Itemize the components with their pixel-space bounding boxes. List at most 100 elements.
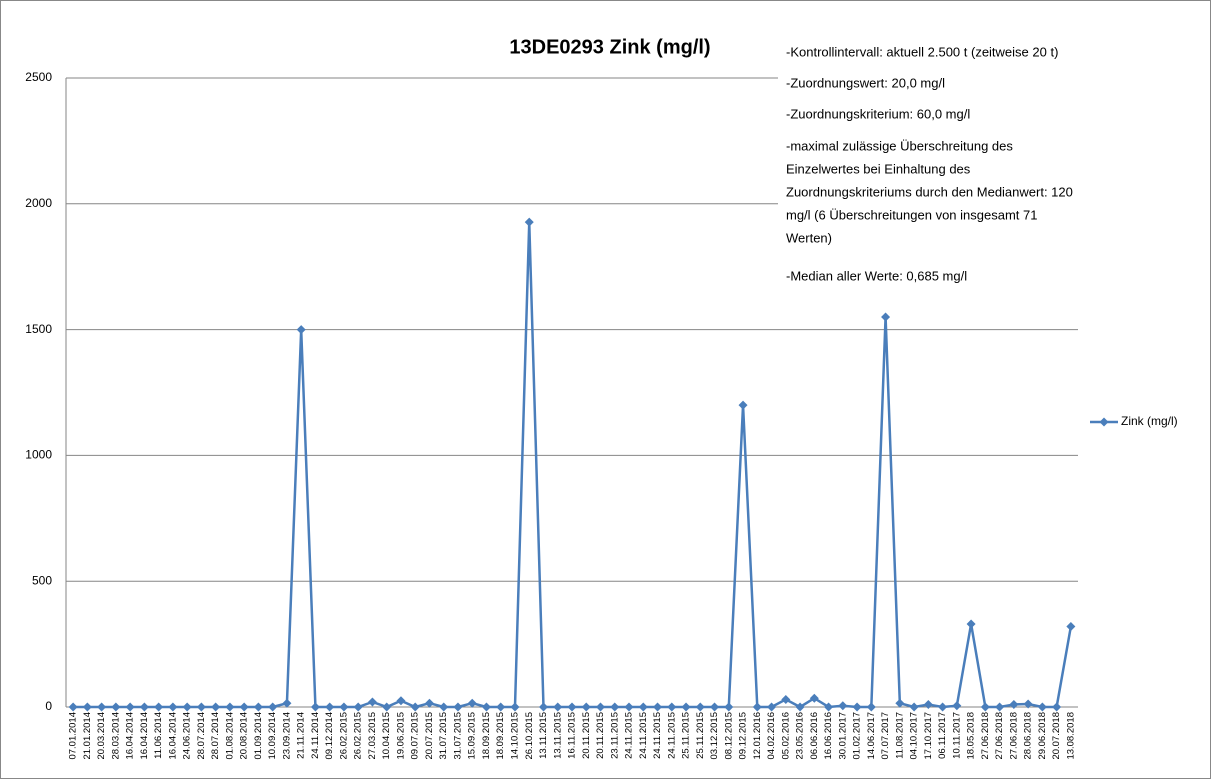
marker [182,702,192,712]
chart-title: 13DE0293 Zink (mg/l) [509,36,710,58]
marker [667,702,677,712]
y-tick-label: 2000 [25,196,52,210]
x-tick-label: 10.09.2014 [267,712,278,760]
x-tick-label: 09.12.2015 [738,712,749,760]
marker [1023,699,1033,709]
x-tick-label: 23.11.2015 [609,712,620,759]
x-tick-label: 04.02.2016 [766,712,777,760]
marker [710,702,720,712]
marker [653,702,663,712]
marker [253,702,263,712]
x-tick-label: 21.01.2014 [82,712,93,760]
marker [567,702,577,712]
marker [938,702,948,712]
marker [496,702,506,712]
marker [196,702,206,712]
x-tick-label: 13.11.2015 [552,712,563,759]
x-tick-label: 24.11.2015 [624,712,635,759]
x-tick-label: 28.07.2014 [196,712,207,760]
marker [638,702,648,712]
marker [97,702,107,712]
marker [724,702,734,712]
x-tick-label: 16.04.2014 [139,712,150,760]
x-tick-label: 13.11.2015 [538,712,549,759]
x-tick-label: 28.03.2014 [110,712,121,760]
marker [268,702,278,712]
marker [510,702,520,712]
marker [980,702,990,712]
x-tick-label: 03.12.2015 [709,712,720,760]
x-tick-label: 13.08.2018 [1065,712,1076,760]
x-tick-label: 10.04.2015 [381,712,392,760]
marker [681,702,691,712]
legend-marker [1099,417,1109,427]
x-tick-label: 28.06.2018 [1023,712,1034,760]
marker [866,702,876,712]
x-tick-label: 20.11.2015 [595,712,606,759]
marker [453,702,463,712]
x-tick-label: 23.05.2016 [795,712,806,760]
marker [111,702,121,712]
marker [125,702,135,712]
x-tick-label: 25.11.2015 [695,712,706,759]
marker [995,702,1005,712]
x-tick-label: 06.11.2017 [937,712,948,759]
annotation: Zuordnungskriteriums durch den Medianwer… [786,184,1073,199]
x-tick-label: 27.06.2018 [994,712,1005,760]
marker [310,702,320,712]
marker [367,697,377,707]
x-tick-label: 01.02.2017 [852,712,863,760]
annotation: -Zuordnungskriterium: 60,0 mg/l [786,106,970,121]
x-tick-label: 24.06.2014 [182,712,193,760]
marker [966,619,976,629]
x-tick-label: 18.09.2015 [481,712,492,760]
marker [881,312,891,322]
x-tick-label: 31.07.2015 [452,712,463,760]
x-tick-label: 29.06.2018 [1037,712,1048,760]
x-tick-label: 28.07.2014 [210,712,221,760]
x-tick-label: 17.10.2017 [923,712,934,760]
annotation: -Median aller Werte: 0,685 mg/l [786,268,967,283]
marker [695,702,705,712]
x-tick-label: 16.06.2016 [823,712,834,760]
y-tick-label: 1500 [25,322,52,336]
x-tick-label: 20.07.2018 [1051,712,1062,760]
annotation: Werten) [786,230,832,245]
marker [481,702,491,712]
marker [239,702,249,712]
x-tick-label: 20.07.2015 [424,712,435,760]
marker [852,702,862,712]
marker [1066,621,1076,631]
x-tick-label: 26.02.2015 [338,712,349,760]
x-tick-label: 09.07.2015 [410,712,421,760]
x-tick-label: 11.06.2014 [153,712,164,759]
marker [553,702,563,712]
marker [168,702,178,712]
annotations: -Kontrollintervall: aktuell 2.500 t (zei… [786,44,1073,283]
marker [1009,699,1019,709]
x-tick-label: 10.11.2017 [951,712,962,759]
marker [952,701,962,711]
y-tick-label: 2500 [25,70,52,84]
annotation: mg/l (6 Überschreitungen von insgesamt 7… [786,207,1037,222]
marker [139,702,149,712]
marker [410,702,420,712]
marker [752,702,762,712]
x-tick-label: 21.11.2014 [296,712,307,759]
x-tick-label: 14.10.2015 [510,712,521,760]
annotation-box [778,36,1078,292]
marker [767,702,777,712]
marker [68,702,78,712]
x-tick-label: 27.03.2015 [367,712,378,760]
marker [396,696,406,706]
marker [325,702,335,712]
x-tick-label: 12.01.2016 [752,712,763,760]
x-tick-label: 24.11.2015 [666,712,677,759]
annotation: -Zuordnungswert: 20,0 mg/l [786,75,945,90]
x-tick-label: 19.06.2015 [395,712,406,760]
marker [439,702,449,712]
x-tick-label: 11.08.2017 [894,712,905,759]
marker [538,702,548,712]
marker [738,400,748,410]
marker [353,702,363,712]
